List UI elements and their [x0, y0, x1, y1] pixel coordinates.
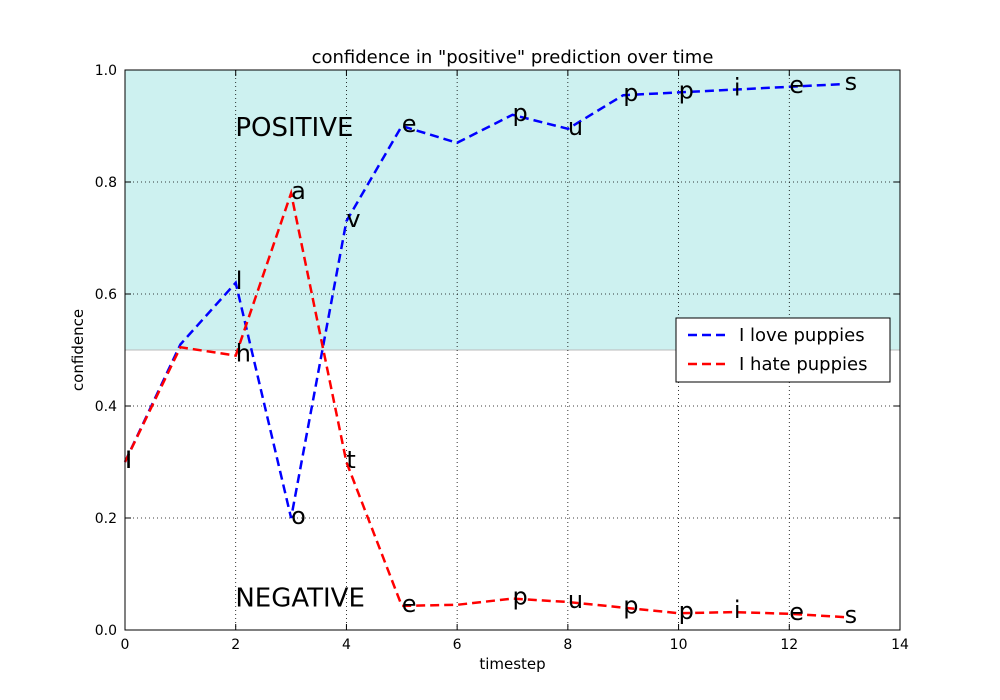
point-char-label: a — [291, 177, 306, 205]
y-tick-label: 0.6 — [95, 287, 117, 303]
point-char-label: p — [679, 76, 694, 104]
point-char-label: v — [346, 205, 360, 233]
x-axis-label: timestep — [479, 655, 545, 673]
point-char-label: u — [568, 113, 583, 141]
x-tick-label: 6 — [453, 637, 462, 653]
point-char-label: p — [679, 597, 694, 625]
point-char-label: e — [402, 110, 417, 138]
plot-frame — [124, 69, 901, 631]
region-negative-label: NEGATIVE — [235, 583, 365, 613]
x-tick-label: 2 — [231, 637, 240, 653]
x-tick-label: 0 — [121, 637, 130, 653]
x-tick-label: 14 — [891, 637, 909, 653]
point-char-label: o — [291, 502, 306, 530]
y-tick-label: 1.0 — [95, 63, 117, 79]
point-char-label: I — [125, 446, 132, 474]
series-line-hate — [123, 188, 845, 619]
y-tick-label: 0.0 — [95, 623, 117, 639]
point-char-label: p — [513, 99, 528, 127]
y-tick-label: 0.2 — [95, 511, 117, 527]
point-char-label: u — [568, 586, 583, 614]
point-char-label: l — [236, 267, 243, 295]
point-char-label: h — [236, 340, 251, 368]
point-char-label: e — [402, 590, 417, 618]
x-tick-label: 8 — [563, 637, 572, 653]
legend: I love puppies I hate puppies — [675, 317, 891, 383]
point-char-label: s — [845, 601, 858, 629]
point-char-label: i — [734, 74, 741, 102]
legend-label-hate: I hate puppies — [739, 354, 867, 375]
region-negative-band — [125, 350, 900, 630]
point-char-label: I — [125, 446, 132, 474]
ticks-layer: 0 2 4 6 8 10 12 14 0.0 0.2 0.4 0.6 0.8 1.0 — [95, 63, 909, 653]
series-layer — [123, 82, 845, 619]
series-line-love — [123, 82, 845, 519]
point-char-label: p — [513, 583, 528, 611]
point-char-label: i — [734, 596, 741, 624]
y-axis-label: confidence — [69, 309, 87, 391]
region-positive-label: POSITIVE — [235, 113, 353, 143]
x-tick-label: 10 — [670, 637, 688, 653]
point-char-label: s — [845, 68, 858, 96]
point-char-label: p — [623, 592, 638, 620]
point-char-label: t — [346, 446, 355, 474]
point-char-label: p — [623, 79, 638, 107]
x-tick-label: 12 — [780, 637, 798, 653]
y-tick-label: 0.4 — [95, 399, 117, 415]
x-tick-label: 4 — [342, 637, 351, 653]
point-char-label: e — [789, 598, 804, 626]
legend-label-love: I love puppies — [739, 325, 865, 346]
legend-box — [675, 317, 891, 383]
point-char-label: e — [789, 71, 804, 99]
chart-title: confidence in "positive" prediction over… — [312, 47, 714, 68]
y-tick-label: 0.8 — [95, 175, 117, 191]
